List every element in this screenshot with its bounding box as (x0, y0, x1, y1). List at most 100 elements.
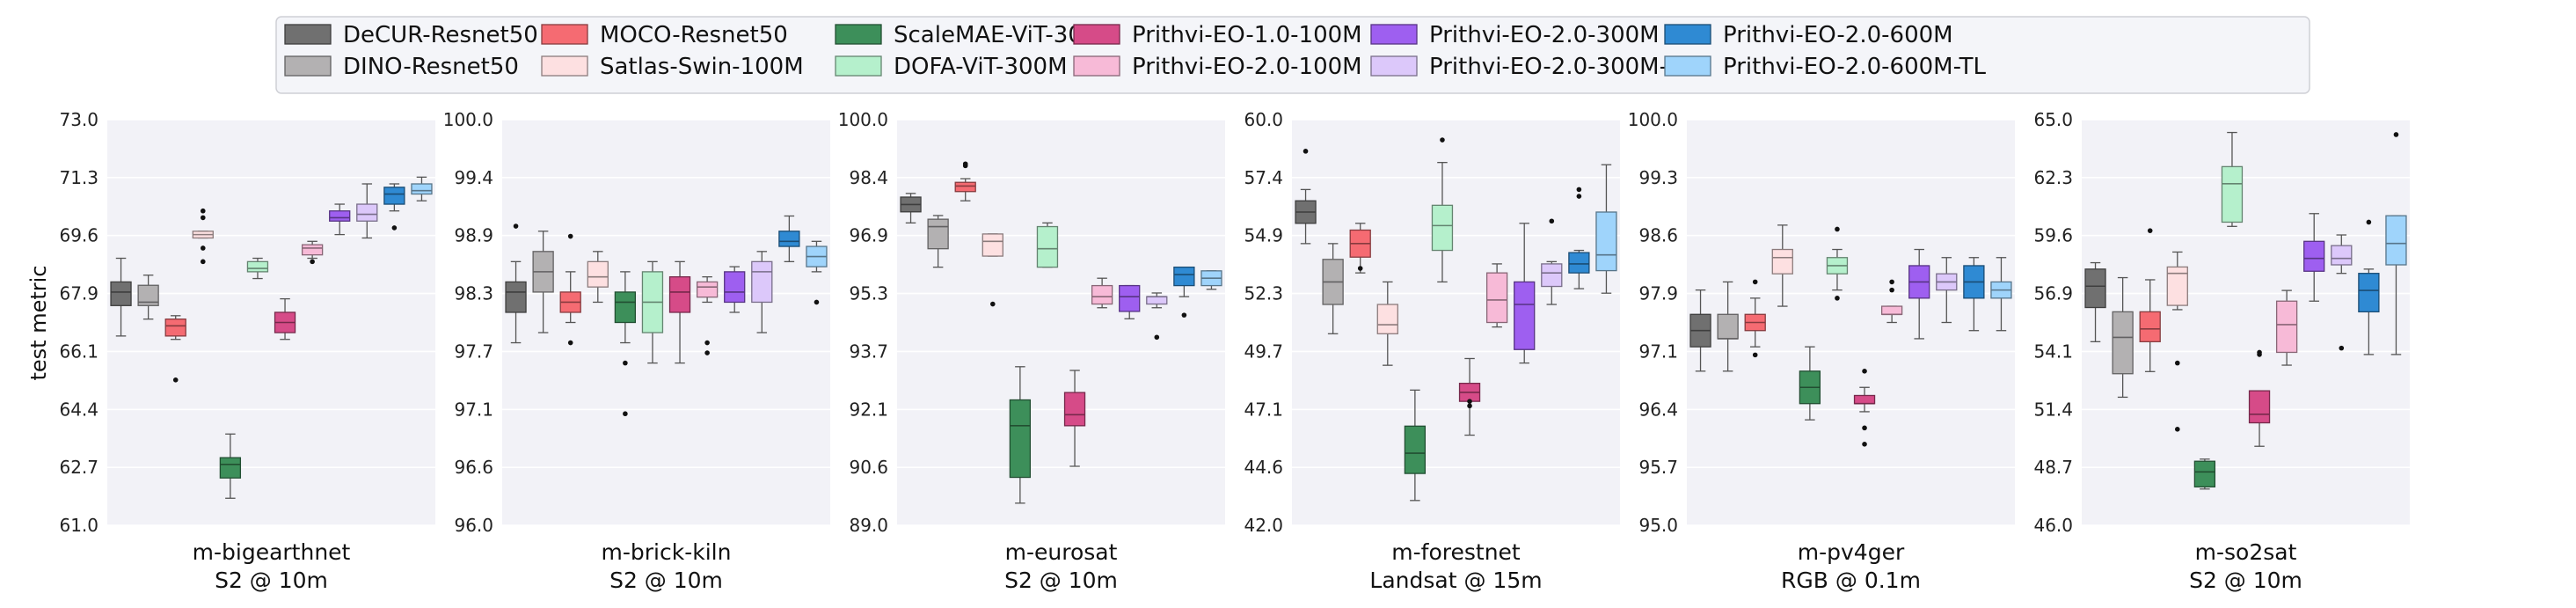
y-tick-label: 69.6 (59, 225, 99, 246)
legend-swatch (284, 55, 332, 77)
box-outlier (1357, 266, 1363, 271)
box-iqr (1853, 394, 1876, 405)
box-iqr (356, 203, 378, 222)
legend-swatch (1370, 24, 1418, 45)
box-iqr (696, 281, 719, 298)
y-tick-label: 52.3 (1244, 283, 1283, 304)
box-iqr (2275, 300, 2298, 354)
box-outlier (172, 377, 179, 383)
y-tick-label: 71.3 (59, 167, 99, 188)
y-tick-label: 60.0 (1244, 109, 1283, 130)
box-outlier (2393, 132, 2399, 137)
y-tick-label: 42.0 (1244, 515, 1283, 536)
panel-background (2082, 120, 2410, 525)
panel-background (897, 120, 1225, 525)
box-iqr (2221, 165, 2244, 223)
x-label-sensor: RGB @ 0.1m (1781, 568, 1921, 593)
box-iqr (587, 260, 609, 288)
y-tick-label: 95.3 (849, 283, 888, 304)
x-label-dataset: m-pv4ger (1798, 539, 1905, 565)
legend-entry-label: DINO-Resnet50 (343, 54, 519, 80)
box-iqr (2193, 460, 2216, 487)
y-tick-label: 93.7 (849, 341, 888, 362)
panel-background (502, 120, 830, 525)
box-outlier (2174, 427, 2180, 432)
box-iqr (1146, 296, 1168, 305)
box-outlier (1576, 194, 1582, 199)
y-tick-label: 62.7 (59, 457, 99, 478)
y-tick-label: 65.0 (2033, 109, 2073, 130)
y-tick-label: 99.3 (1638, 167, 1678, 188)
box-outlier (989, 301, 996, 307)
box-iqr (2385, 215, 2407, 266)
box-iqr (137, 284, 159, 306)
box-outlier (2366, 219, 2372, 225)
box-outlier (2174, 360, 2180, 366)
y-tick-label: 100.0 (1628, 109, 1678, 130)
y-tick-label: 96.4 (1638, 399, 1678, 420)
box-outlier (200, 208, 206, 214)
box-outlier (1835, 296, 1840, 301)
box-iqr (301, 244, 324, 256)
box-iqr (1009, 399, 1032, 479)
y-tick-label: 96.0 (454, 515, 493, 536)
legend-swatch (1073, 55, 1120, 77)
y-tick-label: 49.7 (1244, 341, 1283, 362)
box-iqr (383, 187, 405, 205)
box-iqr (411, 183, 433, 195)
box-outlier (1889, 287, 1894, 293)
x-label-dataset: m-brick-kiln (602, 539, 732, 565)
box-outlier (1889, 279, 1894, 285)
legend-swatch (1073, 24, 1120, 45)
legend-entry-label: Prithvi-EO-2.0-600M-TL (1723, 54, 1986, 80)
box-iqr (614, 291, 637, 324)
box-iqr (246, 260, 269, 273)
box-outlier (2257, 352, 2262, 357)
x-label-sensor: S2 @ 10m (215, 568, 328, 593)
box-iqr (1376, 304, 1398, 334)
y-tick-label: 100.0 (838, 109, 888, 130)
box-outlier (1752, 352, 1758, 358)
y-tick-label: 90.6 (849, 457, 888, 478)
box-outlier (2339, 345, 2345, 351)
y-tick-label: 54.1 (2033, 341, 2073, 362)
y-tick-label: 98.3 (454, 283, 493, 304)
y-tick-label: 99.4 (454, 167, 493, 188)
box-outlier (310, 259, 315, 265)
legend-swatch (541, 24, 588, 45)
legend-entry-label: Prithvi-EO-2.0-100M (1132, 54, 1362, 80)
box-outlier (200, 245, 206, 251)
box-outlier (391, 225, 398, 231)
box-outlier (1862, 442, 1867, 447)
box-iqr (329, 210, 351, 222)
y-tick-label: 89.0 (849, 515, 888, 536)
y-tick-label: 59.6 (2033, 225, 2073, 246)
legend-entry-label: DeCUR-Resnet50 (343, 22, 538, 48)
y-tick-label: 96.9 (849, 225, 888, 246)
box-iqr (2358, 273, 2380, 313)
box-iqr (1119, 284, 1141, 312)
box-outlier (704, 350, 710, 355)
y-tick-label: 95.0 (1638, 515, 1678, 536)
y-tick-label: 97.7 (454, 341, 493, 362)
y-tick-label: 97.9 (1638, 283, 1678, 304)
box-iqr (778, 231, 800, 247)
box-iqr (1431, 204, 1454, 252)
box-outlier (962, 161, 968, 167)
box-outlier (1440, 137, 1445, 143)
legend-entry-label: Prithvi-EO-2.0-300M-TL (1429, 54, 1692, 80)
panel-background (1687, 120, 2015, 525)
x-label-sensor: Landsat @ 15m (1369, 568, 1542, 593)
box-iqr (2112, 311, 2134, 375)
box-outlier (200, 215, 206, 221)
legend-frame (275, 16, 2310, 94)
y-tick-label: 98.9 (454, 225, 493, 246)
box-iqr (2139, 311, 2161, 342)
box-iqr (1091, 284, 1113, 305)
box-iqr (1771, 248, 1793, 275)
box-outlier (1576, 187, 1582, 193)
legend-entry-label: DOFA-ViT-300M (894, 54, 1068, 80)
box-outlier (704, 340, 710, 346)
y-tick-label: 98.4 (849, 167, 888, 188)
x-label-sensor: S2 @ 10m (1004, 568, 1118, 593)
